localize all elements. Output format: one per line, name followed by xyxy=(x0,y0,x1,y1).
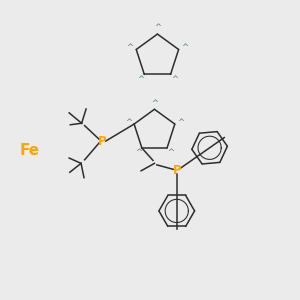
Text: ^: ^ xyxy=(125,118,132,127)
Text: ^: ^ xyxy=(154,23,161,32)
Text: ^: ^ xyxy=(171,75,178,84)
Text: ^: ^ xyxy=(177,118,184,127)
Text: P: P xyxy=(98,135,107,148)
Text: ^: ^ xyxy=(137,75,144,84)
Text: Fe: Fe xyxy=(20,142,40,158)
Text: ^: ^ xyxy=(151,99,158,108)
Text: ^: ^ xyxy=(167,148,174,157)
Text: ^: ^ xyxy=(182,43,188,52)
Text: P: P xyxy=(172,164,181,177)
Text: ^: ^ xyxy=(127,43,134,52)
Text: ^: ^ xyxy=(135,148,142,157)
